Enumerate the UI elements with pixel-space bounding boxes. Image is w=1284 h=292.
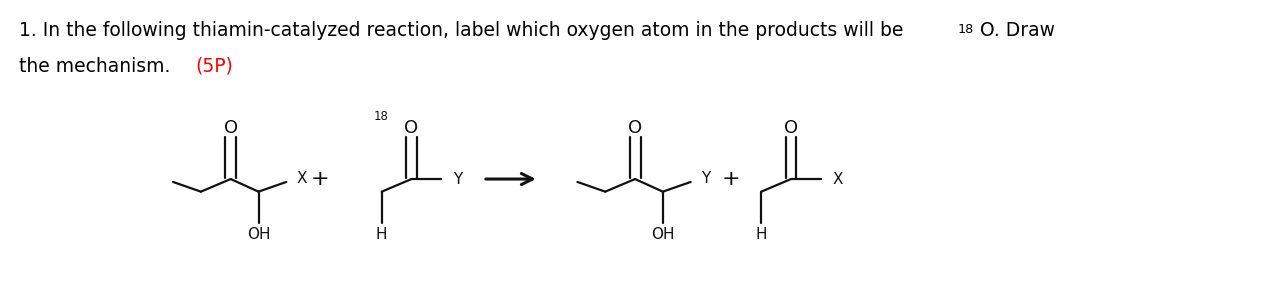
Text: +: + bbox=[311, 169, 330, 189]
Text: O: O bbox=[628, 119, 642, 137]
Text: 18: 18 bbox=[374, 110, 389, 123]
Text: 1. In the following thiamin-catalyzed reaction, label which oxygen atom in the p: 1. In the following thiamin-catalyzed re… bbox=[19, 21, 909, 40]
Text: X: X bbox=[297, 171, 307, 185]
Text: H: H bbox=[755, 227, 767, 242]
Text: X: X bbox=[833, 171, 844, 187]
Text: O: O bbox=[404, 119, 419, 137]
Text: Y: Y bbox=[701, 171, 710, 185]
Text: +: + bbox=[722, 169, 741, 189]
Text: (5P): (5P) bbox=[195, 57, 232, 76]
Text: O: O bbox=[785, 119, 799, 137]
Text: O: O bbox=[223, 119, 238, 137]
Text: OH: OH bbox=[247, 227, 270, 242]
Text: Y: Y bbox=[453, 171, 462, 187]
Text: O. Draw: O. Draw bbox=[980, 21, 1054, 40]
Text: H: H bbox=[376, 227, 388, 242]
Text: 18: 18 bbox=[958, 22, 975, 36]
Text: OH: OH bbox=[651, 227, 674, 242]
Text: the mechanism.: the mechanism. bbox=[19, 57, 176, 76]
